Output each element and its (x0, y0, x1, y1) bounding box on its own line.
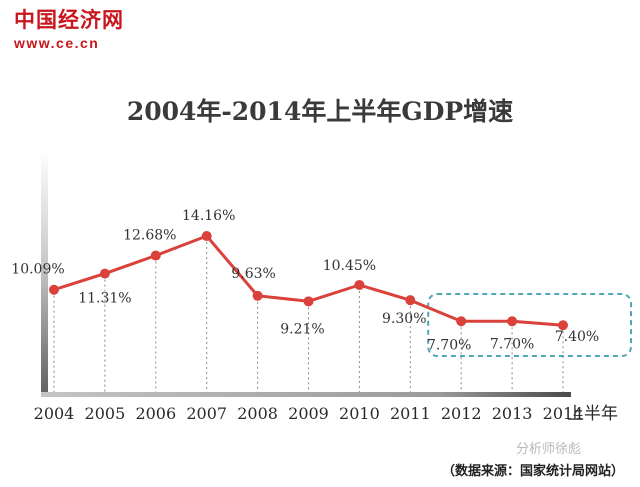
x-axis-suffix: 上半年 (567, 404, 618, 424)
x-tick-label: 2004 (34, 404, 75, 423)
data-point (405, 295, 416, 306)
data-source-note: （数据来源：国家统计局网站） (441, 464, 624, 479)
y-axis-bar (41, 150, 48, 397)
chart-title: 2004年-2014年上半年GDP增速 (126, 97, 514, 126)
site-logo: 中国经济网 www.ce.cn (14, 4, 124, 51)
data-point (303, 296, 314, 307)
data-label: 10.45% (323, 258, 376, 274)
data-point (201, 231, 212, 241)
data-label: 10.09% (11, 262, 64, 278)
data-point (507, 316, 518, 327)
data-label: 7.40% (555, 329, 599, 345)
data-point (150, 250, 161, 261)
x-tick-label: 2012 (441, 404, 482, 423)
data-label: 9.30% (382, 311, 426, 327)
x-tick-label: 2010 (339, 404, 380, 423)
data-point (49, 284, 59, 295)
data-label: 9.63% (231, 266, 275, 282)
data-label: 9.21% (280, 321, 324, 337)
x-tick-label: 2013 (492, 404, 533, 423)
data-point (99, 268, 110, 279)
watermark: 分析师徐彪 (516, 442, 582, 457)
data-point (252, 290, 263, 301)
x-tick-label: 2007 (186, 404, 227, 423)
x-tick-label: 2011 (390, 404, 431, 423)
data-point (558, 320, 568, 331)
series-line (53, 234, 564, 327)
x-tick-label: 2014 (543, 404, 584, 423)
logo-url: www.ce.cn (14, 35, 100, 51)
x-tick-label: 2009 (288, 404, 329, 423)
x-tick-label: 2006 (135, 404, 176, 423)
data-label: 11.31% (78, 291, 131, 307)
data-label: 12.68% (123, 228, 176, 244)
x-axis-bar (41, 392, 571, 397)
data-point (354, 279, 365, 290)
data-label: 14.16% (182, 208, 235, 224)
data-label: 7.70% (490, 336, 534, 352)
x-tick-label: 2008 (237, 404, 278, 423)
highlight-box (427, 293, 633, 357)
x-tick-label: 2005 (85, 404, 126, 423)
data-label: 7.70% (427, 337, 471, 353)
logo-text: 中国经济网 (14, 7, 124, 32)
data-point (456, 316, 467, 327)
